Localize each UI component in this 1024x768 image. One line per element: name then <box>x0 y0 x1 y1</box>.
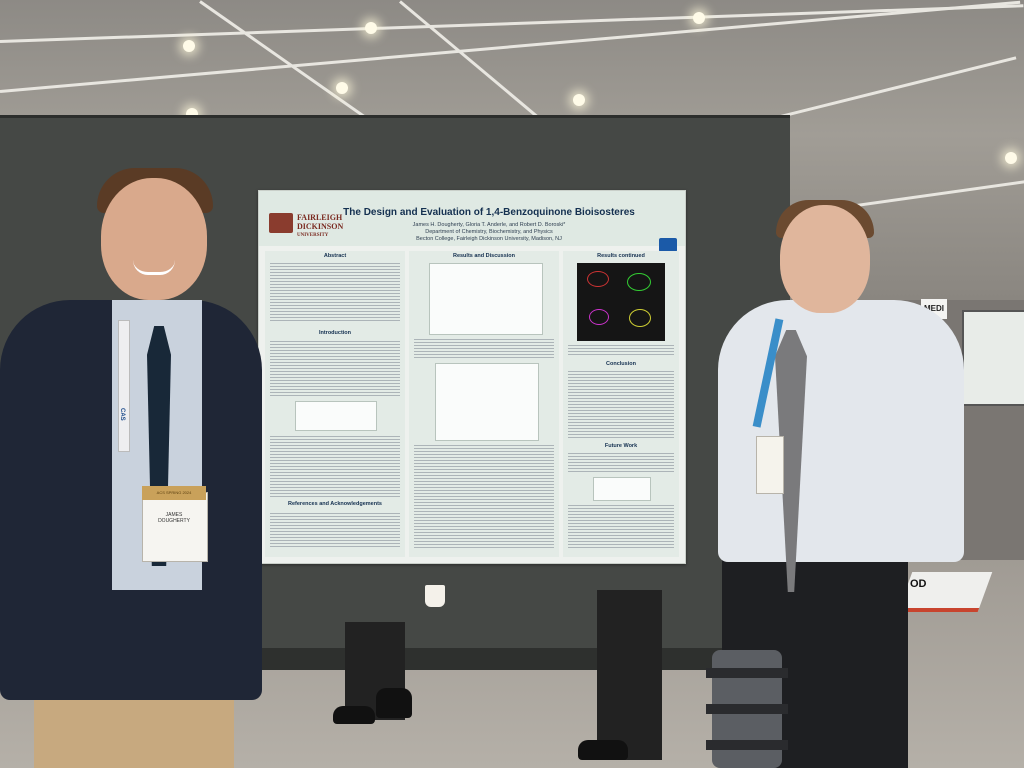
paper-cup <box>425 585 445 607</box>
right-presenter-face <box>780 205 870 313</box>
future-work-text-2 <box>568 505 674 549</box>
university-logo-text: FAIRLEIGH DICKINSON UNIVERSITY <box>297 213 343 240</box>
ceiling-truss <box>0 4 1024 43</box>
right-presenter-shirt <box>718 300 964 562</box>
figure-caption <box>568 345 674 357</box>
introduction-heading: Introduction <box>318 330 352 336</box>
brace-strap <box>706 704 788 714</box>
poster-middle-column: Results and Discussion <box>409 251 559 557</box>
university-crest-icon <box>269 213 293 233</box>
ceiling-light <box>365 22 377 34</box>
references-text <box>270 513 400 549</box>
ceiling-light <box>573 94 585 106</box>
right-name-badge <box>756 436 784 494</box>
intro-structures-figure <box>295 401 377 431</box>
references-heading: References and Acknowledgements <box>288 501 382 507</box>
ceiling-light <box>336 82 348 94</box>
left-name-badge <box>142 492 208 562</box>
poster-title: The Design and Evaluation of 1,4-Benzoqu… <box>343 207 635 218</box>
results-continued-heading: Results continued <box>597 253 645 259</box>
ceiling-light <box>183 40 195 52</box>
floor-marker-text: OD <box>910 578 927 590</box>
conclusion-heading: Conclusion <box>606 361 636 367</box>
poster-left-column: Abstract Introduction References and Ack… <box>265 251 405 557</box>
brace-strap <box>706 740 788 750</box>
left-lanyard <box>118 320 130 452</box>
ceiling-light <box>693 12 705 24</box>
shoe <box>376 688 412 718</box>
introduction-text-2 <box>270 436 400 498</box>
background-poster <box>962 310 1024 406</box>
results-caption <box>414 339 554 359</box>
background-legs <box>597 590 662 760</box>
shoe <box>578 740 628 760</box>
future-work-heading: Future Work <box>604 443 638 449</box>
badge-header: ACS SPRING 2024 <box>142 486 206 500</box>
poster-header: FAIRLEIGH DICKINSON UNIVERSITY The Desig… <box>259 191 685 252</box>
ceiling-truss <box>0 0 1021 93</box>
results-heading: Results and Discussion <box>452 253 516 259</box>
poster-authors: James H. Dougherty, Gloria T. Anderle, a… <box>339 222 639 243</box>
shoe <box>333 706 375 724</box>
introduction-text <box>270 341 400 397</box>
abstract-heading: Abstract <box>323 253 347 259</box>
results-text <box>414 445 554 549</box>
poster-right-column: Results continued Conclusion Future Work <box>563 251 679 557</box>
results-table-figure <box>429 263 543 335</box>
scheme-figure <box>435 363 539 441</box>
conclusion-text <box>568 371 674 439</box>
research-poster: FAIRLEIGH DICKINSON UNIVERSITY The Desig… <box>258 190 686 564</box>
abstract-text <box>270 263 400 321</box>
badge-first-name: JAMES <box>165 512 183 518</box>
university-name-2: DICKINSON <box>297 222 344 231</box>
left-presenter-face <box>101 178 207 300</box>
ceiling-light <box>1005 152 1017 164</box>
author-list: James H. Dougherty, Gloria T. Anderle, a… <box>412 222 566 228</box>
brace-strap <box>706 668 788 678</box>
sponsor-logo-icon <box>659 238 677 252</box>
future-work-text <box>568 453 674 473</box>
badge-name: JAMES DOUGHERTY <box>144 512 204 524</box>
lanyard-text: CAS <box>119 408 125 421</box>
docking-images <box>577 263 665 341</box>
university-name-1: FAIRLEIGH <box>297 213 343 222</box>
affiliation: Becton College, Fairleigh Dickinson Univ… <box>416 236 562 242</box>
left-presenter-smile <box>133 260 175 275</box>
university-name-3: UNIVERSITY <box>297 233 329 238</box>
department: Department of Chemistry, Biochemistry, a… <box>425 229 553 235</box>
badge-last-name: DOUGHERTY <box>158 518 190 524</box>
future-work-figure <box>593 477 651 501</box>
